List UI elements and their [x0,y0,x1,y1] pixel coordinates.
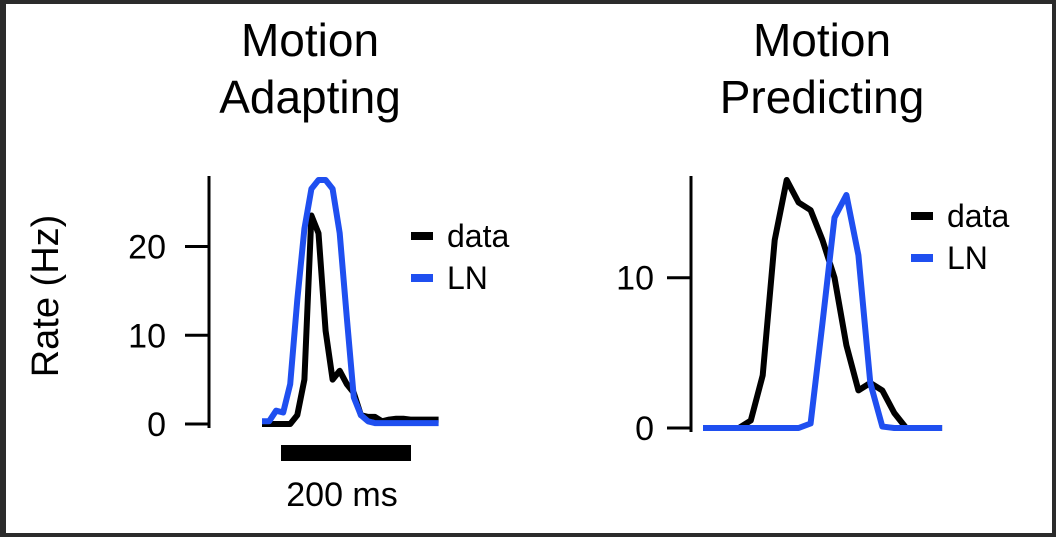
adapting-legend-label-data: data [447,218,509,254]
adapting-series-ln-line [262,177,439,427]
figure-panel: Motion Adapting Motion Predicting Rate (… [6,4,1052,533]
predicting-y-tick-label-10: 10 [616,260,654,298]
predicting-series-ln-line [703,192,943,431]
predicting-legend-label-data: data [947,198,1009,234]
predicting-y-tick-label-0: 0 [635,410,654,448]
chart1-title-line1: Motion [241,14,379,66]
chart2-title-line1: Motion [753,14,891,66]
chart2-title-line2: Predicting [720,71,925,123]
y-axis-label: Rate (Hz) [25,215,67,378]
time-scale-bar [281,445,411,461]
predicting-legend-label-ln: LN [947,240,988,276]
adapting-y-tick-label-20: 20 [128,229,166,267]
chart-motion-predicting: 0 10 data LN [616,176,1009,448]
time-scale-label: 200 ms [286,476,398,514]
line-charts-svg: Motion Adapting Motion Predicting Rate (… [25,14,1009,514]
adapting-legend-label-ln: LN [447,260,488,296]
adapting-y-tick-label-10: 10 [128,317,166,355]
chart-motion-adapting: 0 10 20 data LN [128,176,509,444]
chart1-title-line2: Adapting [219,71,401,123]
adapting-y-tick-label-0: 0 [147,406,166,444]
